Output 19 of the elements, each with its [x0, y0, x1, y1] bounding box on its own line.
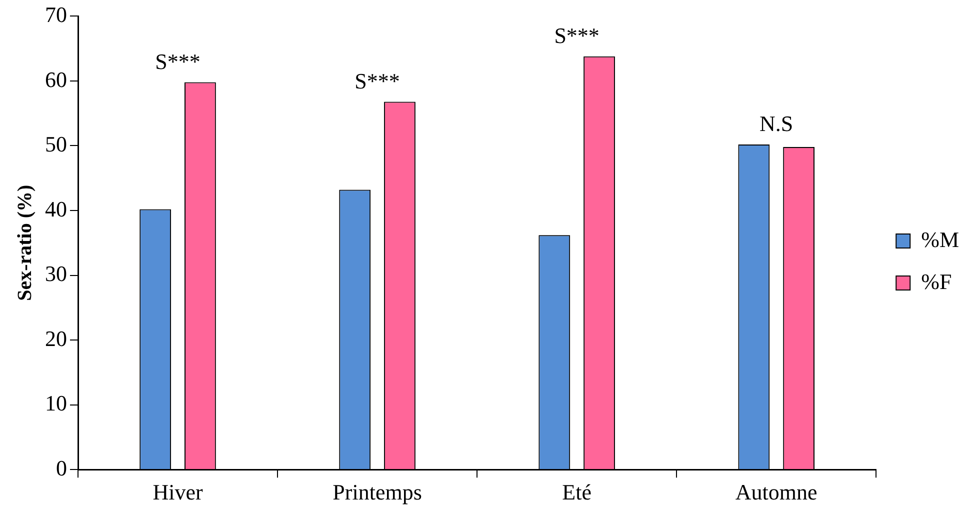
legend-label: %M — [921, 226, 960, 252]
y-tick-label: 60 — [45, 66, 67, 92]
y-tick-label: 10 — [45, 390, 67, 416]
legend-label: %F — [921, 268, 952, 294]
x-tick-label: Printemps — [332, 480, 422, 505]
annotation: S*** — [554, 23, 600, 48]
y-axis-title: Sex-ratio (%) — [14, 184, 36, 301]
y-tick-label: 20 — [45, 326, 67, 351]
annotation: S*** — [354, 68, 400, 94]
y-tick-label: 0 — [56, 455, 67, 480]
y-tick-label: 70 — [45, 2, 67, 27]
annotation: S*** — [155, 49, 200, 74]
y-tick-label: 30 — [45, 261, 67, 286]
y-tick-label: 40 — [45, 196, 67, 222]
x-tick-label: Automne — [735, 480, 818, 505]
annotation: N.S — [760, 111, 794, 136]
x-tick-label: Eté — [562, 480, 592, 505]
y-tick-label: 50 — [45, 132, 67, 157]
x-tick-label: Hiver — [152, 480, 204, 505]
